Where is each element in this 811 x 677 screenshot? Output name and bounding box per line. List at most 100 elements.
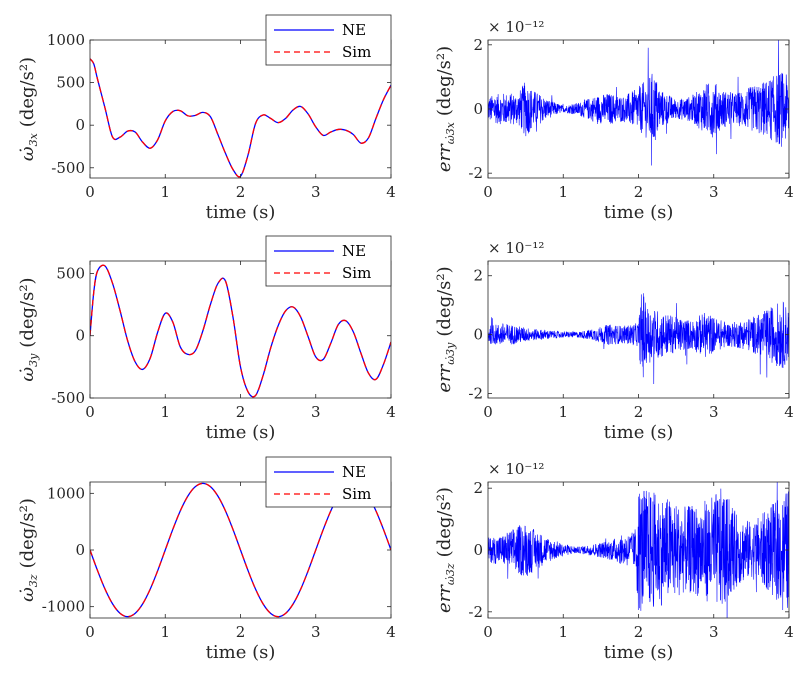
- y-label-symbol: err: [434, 363, 455, 392]
- legend-label-sim: Sim: [342, 43, 371, 61]
- x-tick-label: 0: [483, 183, 493, 201]
- series-line-err: [488, 40, 789, 166]
- x-tick-label: 1: [558, 623, 568, 641]
- y-label-symbol: ω̇: [17, 367, 38, 382]
- y-axis-label: errω̇3y (deg/s²): [434, 266, 457, 392]
- x-tick-label: 4: [784, 183, 794, 201]
- series-group: [90, 264, 391, 398]
- y-tick-label: 500: [56, 74, 85, 92]
- axis-multiplier: × 10⁻¹²: [488, 18, 544, 36]
- y-tick-label: 0: [75, 327, 85, 345]
- x-axis-label: time (s): [604, 422, 674, 443]
- legend-box: [265, 456, 392, 508]
- y-label-symbol: ω̇: [17, 587, 38, 602]
- y-label-unit: (deg/s²): [434, 487, 455, 557]
- x-tick-label: 3: [311, 623, 321, 641]
- x-tick-label: 3: [311, 403, 321, 421]
- x-tick-label: 1: [160, 623, 170, 641]
- y-axis-label: ω̇3z (deg/s²): [17, 498, 40, 602]
- series-line-sim: [90, 58, 391, 178]
- series-group: [90, 58, 391, 178]
- y-tick-label: 0: [75, 541, 85, 559]
- axis-multiplier: × 10⁻¹²: [488, 460, 544, 478]
- y-tick-label: -500: [51, 389, 85, 407]
- x-axis-label: time (s): [206, 642, 276, 663]
- x-tick-label: 1: [558, 183, 568, 201]
- legend: NE Sim: [265, 235, 392, 287]
- y-tick-label: 1000: [47, 31, 85, 49]
- series-line-sim: [90, 482, 391, 618]
- x-tick-label: 4: [784, 623, 794, 641]
- series-line-sim: [90, 264, 391, 398]
- y-tick-label: 1000: [47, 484, 85, 502]
- x-tick-label: 0: [85, 403, 95, 421]
- y-tick-label: 500: [56, 264, 85, 282]
- x-tick-label: 4: [386, 623, 396, 641]
- x-axis-label: time (s): [206, 202, 276, 223]
- series-group: [488, 482, 789, 618]
- x-tick-label: 0: [85, 623, 95, 641]
- series-group: [488, 293, 789, 385]
- legend-label-sim: Sim: [342, 485, 371, 503]
- y-label-unit: (deg/s²): [17, 57, 38, 127]
- y-label-unit: (deg/s²): [17, 277, 38, 347]
- x-tick-label: 1: [558, 403, 568, 421]
- y-label-subscript: 3z: [27, 574, 40, 587]
- y-tick-label: 0: [473, 541, 483, 559]
- x-axis-label: time (s): [604, 642, 674, 663]
- x-tick-label: 3: [311, 183, 321, 201]
- y-tick-label: -1000: [42, 598, 85, 616]
- legend-label-ne: NE: [342, 463, 366, 481]
- x-tick-label: 2: [634, 403, 644, 421]
- y-tick-label: 0: [473, 326, 483, 344]
- y-axis-label: errω̇3z (deg/s²): [434, 487, 457, 613]
- legend: NE Sim: [265, 456, 392, 508]
- x-tick-label: 2: [634, 623, 644, 641]
- y-axis-label: errω̇3x (deg/s²): [434, 46, 457, 172]
- series-group: [488, 40, 789, 166]
- y-tick-label: -2: [468, 164, 483, 182]
- x-axis-label: time (s): [206, 422, 276, 443]
- x-tick-label: 0: [85, 183, 95, 201]
- legend-label-ne: NE: [342, 242, 366, 260]
- x-tick-label: 0: [483, 403, 493, 421]
- y-label-symbol: err: [434, 584, 455, 613]
- y-tick-label: 0: [473, 100, 483, 118]
- y-axis-label: ω̇3x (deg/s²): [17, 57, 40, 161]
- x-tick-label: 1: [160, 183, 170, 201]
- series-line-err: [488, 482, 789, 618]
- y-label-subscript: ω̇3z: [444, 563, 457, 585]
- x-tick-label: 4: [386, 403, 396, 421]
- y-label-unit: (deg/s²): [434, 266, 455, 336]
- x-tick-label: 2: [236, 403, 246, 421]
- x-tick-label: 0: [483, 623, 493, 641]
- x-tick-label: 3: [709, 403, 719, 421]
- y-label-subscript: 3x: [27, 132, 40, 146]
- axis-multiplier: × 10⁻¹²: [488, 239, 544, 257]
- legend-label-ne: NE: [342, 21, 366, 39]
- y-label-unit: (deg/s²): [434, 46, 455, 116]
- y-axis-label: ω̇3y (deg/s²): [17, 277, 40, 381]
- x-tick-label: 4: [784, 403, 794, 421]
- series-line-err: [488, 293, 789, 385]
- y-tick-label: -2: [468, 385, 483, 403]
- y-tick-label: 2: [473, 36, 483, 54]
- x-tick-label: 3: [709, 623, 719, 641]
- x-tick-label: 3: [709, 183, 719, 201]
- x-tick-label: 4: [386, 183, 396, 201]
- y-tick-label: 0: [75, 116, 85, 134]
- y-tick-label: 2: [473, 479, 483, 497]
- y-label-subscript: ω̇3x: [444, 121, 457, 144]
- y-tick-label: 2: [473, 267, 483, 285]
- x-tick-label: 2: [236, 623, 246, 641]
- x-axis-label: time (s): [604, 202, 674, 223]
- y-label-subscript: ω̇3y: [444, 342, 457, 365]
- x-tick-label: 2: [236, 183, 246, 201]
